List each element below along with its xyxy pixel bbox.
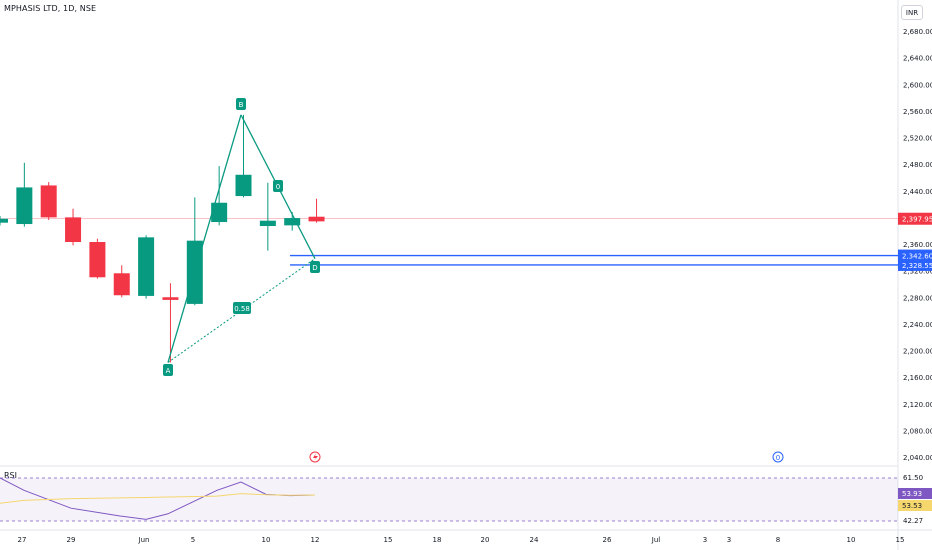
y-tick-label: 2,600.00 [903,81,932,89]
rsi-ma-value-label: 53.53 [902,502,922,510]
currency-button[interactable]: INR [901,5,923,20]
y-tick-label: 2,280.00 [903,294,932,302]
x-tick-label: 29 [67,536,76,544]
rsi-tick-label: 61.50 [903,474,923,482]
x-tick-label: 18 [433,536,442,544]
rsi-band [0,478,898,521]
y-tick-label: 2,560.00 [903,108,932,116]
pattern-leg-ab [167,114,242,363]
x-tick-label: 20 [481,536,490,544]
last-price-label: 2,397.95 [902,216,932,224]
last-price-badge [898,212,932,225]
pattern-point-label: D [312,264,317,272]
x-tick-label: 27 [18,536,27,544]
pattern-point-label: B [239,101,244,109]
level-badge [898,258,932,271]
candle-body [259,220,276,227]
y-tick-label: 2,040.00 [903,454,932,462]
y-tick-label: 2,480.00 [903,161,932,169]
candle-body [162,297,179,300]
pattern-point-badge [236,98,246,110]
ratio-label: 0.58 [234,305,250,313]
pattern-point-label: A [166,367,171,375]
y-tick-label: 2,440.00 [903,188,932,196]
x-tick-label: 12 [311,536,320,544]
rsi-value-badge [898,488,932,499]
y-tick-label: 2,160.00 [903,374,932,382]
x-tick-label: 24 [530,536,539,544]
x-tick-label: 15 [896,536,905,544]
pattern-point-badge [273,180,283,192]
rsi-ma-line [0,493,316,504]
x-tick-label: 8 [776,536,780,544]
x-tick-label: 3 [727,536,731,544]
rsi-ma-badge [898,500,932,511]
symbol-title: MPHASIS LTD, 1D, NSE [4,4,97,13]
rsi-value-label: 53.93 [902,490,922,498]
y-tick-label: 2,080.00 [903,427,932,435]
x-tick-label: 5 [191,536,195,544]
event-marker-label: 0 [776,454,780,462]
x-tick-label: 10 [847,536,856,544]
pattern-point-badge [163,364,173,376]
lightning-glyph [313,453,318,461]
candle-body [284,218,301,226]
y-tick-label: 2,680.00 [903,28,932,36]
y-tick-label: 2,520.00 [903,135,932,143]
y-tick-label: 2,640.00 [903,55,932,63]
candle-body [16,187,33,225]
candle-body [235,174,252,197]
candle-body [113,273,130,296]
level-badge [898,249,932,262]
rsi-tick-label: 42.27 [903,517,923,525]
ratio-badge [233,302,251,314]
event-marker [772,451,784,463]
y-tick-label: 2,320.00 [903,268,932,276]
y-tick-label: 2,360.00 [903,241,932,249]
candle-body [89,242,106,278]
pattern-point-badge [310,261,320,273]
x-tick-label: 26 [603,536,612,544]
pattern-point-label: 0 [276,183,280,191]
candle-body [138,237,155,296]
candle-body [40,185,57,218]
y-tick-label: 2,240.00 [903,321,932,329]
candle-body [65,217,82,243]
y-tick-label: 2,120.00 [903,401,932,409]
x-tick-label: Jul [651,536,661,544]
candle-body [0,218,8,223]
x-tick-label: 15 [384,536,393,544]
x-tick-label: Jun [138,536,150,544]
level-label: 2,342.60 [902,253,932,261]
candle-body [211,202,228,223]
x-tick-label: 10 [262,536,271,544]
level-label: 2,328.55 [902,262,932,270]
candle-body [308,216,325,222]
rsi-label: RSI [4,471,17,480]
y-tick-label: 2,200.00 [903,348,932,356]
x-tick-label: 3 [703,536,707,544]
